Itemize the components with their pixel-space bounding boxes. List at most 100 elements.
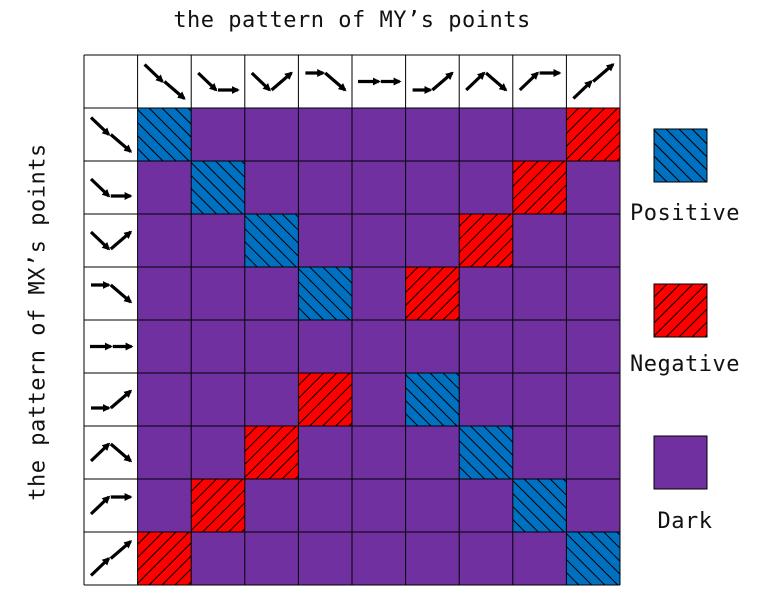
matrix-cell-dark: [352, 108, 406, 161]
matrix-cell-dark: [405, 161, 460, 214]
matrix-cell-dark: [459, 161, 513, 214]
matrix-cell-dark: [459, 479, 513, 532]
matrix-cell-dark: [298, 161, 352, 214]
legend-label-negative: Negative: [630, 352, 740, 377]
matrix-cell-negative: [137, 532, 192, 585]
matrix-cell-dark: [137, 214, 192, 267]
legend-label-dark: Dark: [657, 509, 713, 534]
matrix-cell-dark: [405, 320, 460, 373]
matrix-cell-dark: [352, 373, 406, 426]
row-pattern-icon-up-up: [89, 540, 133, 577]
matrix-cell-dark: [566, 214, 620, 267]
matrix-cell-dark: [352, 214, 406, 267]
matrix-cell-dark: [352, 479, 406, 532]
matrix-cell-dark: [566, 373, 620, 426]
matrix-cell-positive: [244, 214, 299, 267]
matrix-cell-dark: [566, 426, 620, 479]
matrix-cell-dark: [137, 479, 192, 532]
matrix-cell-dark: [405, 426, 460, 479]
matrix-cell-dark: [459, 373, 513, 426]
legend-swatch-negative: [653, 283, 708, 338]
row-pattern-icon-down-up: [89, 230, 133, 251]
column-pattern-icon-up-down: [465, 71, 508, 92]
matrix-cell-negative: [191, 479, 245, 532]
matrix-cell-dark: [244, 373, 299, 426]
matrix-cell-dark: [191, 320, 245, 373]
matrix-cell-dark: [298, 426, 352, 479]
row-pattern-icon-flat-down: [91, 281, 133, 304]
matrix-cell-dark: [566, 267, 620, 320]
matrix-cell-dark: [512, 320, 567, 373]
column-pattern-icon-down-up: [250, 71, 293, 92]
matrix-cell-dark: [352, 532, 406, 585]
column-pattern-icon-flat-up: [412, 71, 454, 94]
matrix-cell-negative: [405, 267, 460, 320]
matrix-cell-dark: [352, 161, 406, 214]
matrix-cell-dark: [298, 532, 352, 585]
matrix-cell-dark: [459, 267, 513, 320]
matrix-cell-dark: [512, 214, 567, 267]
matrix-cell-dark: [459, 108, 513, 161]
matrix-cell-negative: [298, 373, 352, 426]
matrix-cell-dark: [137, 267, 192, 320]
matrix-cell-dark: [405, 532, 460, 585]
matrix-cell-dark: [191, 108, 245, 161]
matrix-cell-dark: [512, 108, 567, 161]
matrix-cell-negative: [459, 214, 513, 267]
matrix-cell-dark: [298, 214, 352, 267]
matrix-cell-negative: [566, 108, 621, 161]
matrix-cell-dark: [352, 267, 406, 320]
matrix-cell-dark: [244, 320, 299, 373]
legend-label-positive: Positive: [630, 201, 740, 226]
legend-swatch-dark: [653, 435, 708, 490]
grid-lines: [83, 54, 621, 586]
matrix-cell-dark: [298, 108, 352, 161]
matrix-cell-negative: [512, 161, 567, 214]
row-pattern-icon-down-down: [89, 116, 133, 153]
column-pattern-icon-flat-down: [305, 69, 347, 92]
matrix-cell-dark: [459, 320, 513, 373]
row-pattern-icon-up-down: [89, 442, 133, 463]
matrix-cell-dark: [298, 479, 352, 532]
legend-swatch-positive: [653, 128, 708, 183]
matrix-cell-dark: [512, 532, 567, 585]
matrix-cell-dark: [191, 267, 245, 320]
matrix-cell-dark: [191, 532, 245, 585]
matrix-cell-dark: [244, 161, 299, 214]
row-pattern-icon-flat-up: [91, 389, 133, 412]
matrix-cell-dark: [405, 108, 460, 161]
matrix-cell-dark: [405, 479, 460, 532]
row-pattern-icon-up-flat: [89, 493, 133, 516]
matrix-cell-dark: [566, 161, 620, 214]
column-pattern-icon-down-down: [143, 63, 186, 100]
matrix-cell-dark: [191, 426, 245, 479]
matrix-cell-dark: [512, 426, 567, 479]
matrix-cell-positive: [459, 426, 513, 479]
matrix-cell-positive: [298, 267, 352, 320]
matrix-cell-dark: [459, 532, 513, 585]
matrix-cell-dark: [137, 373, 192, 426]
matrix-cell-dark: [137, 161, 192, 214]
matrix-cell-dark: [352, 426, 406, 479]
matrix-cell-dark: [298, 320, 352, 373]
matrix-cell-dark: [191, 214, 245, 267]
matrix-cell-positive: [137, 108, 192, 161]
matrix-cell-dark: [191, 373, 245, 426]
column-pattern-icon-up-up: [572, 63, 615, 100]
matrix-cell-dark: [244, 479, 299, 532]
matrix-cell-positive: [566, 532, 621, 585]
matrix-cell-dark: [566, 320, 620, 373]
matrix-cell-positive: [191, 161, 245, 214]
matrix-cell-positive: [405, 373, 460, 426]
matrix-cell-dark: [405, 214, 460, 267]
matrix-cell-positive: [512, 479, 567, 532]
matrix-cell-dark: [244, 108, 299, 161]
row-pattern-icon-down-flat: [89, 177, 133, 200]
column-axis-title: the pattern of MY’s points: [173, 8, 531, 33]
matrix-cell-dark: [244, 267, 299, 320]
column-pattern-icon-down-flat: [197, 71, 240, 94]
matrix-cell-negative: [244, 426, 299, 479]
matrix-cell-dark: [352, 320, 406, 373]
